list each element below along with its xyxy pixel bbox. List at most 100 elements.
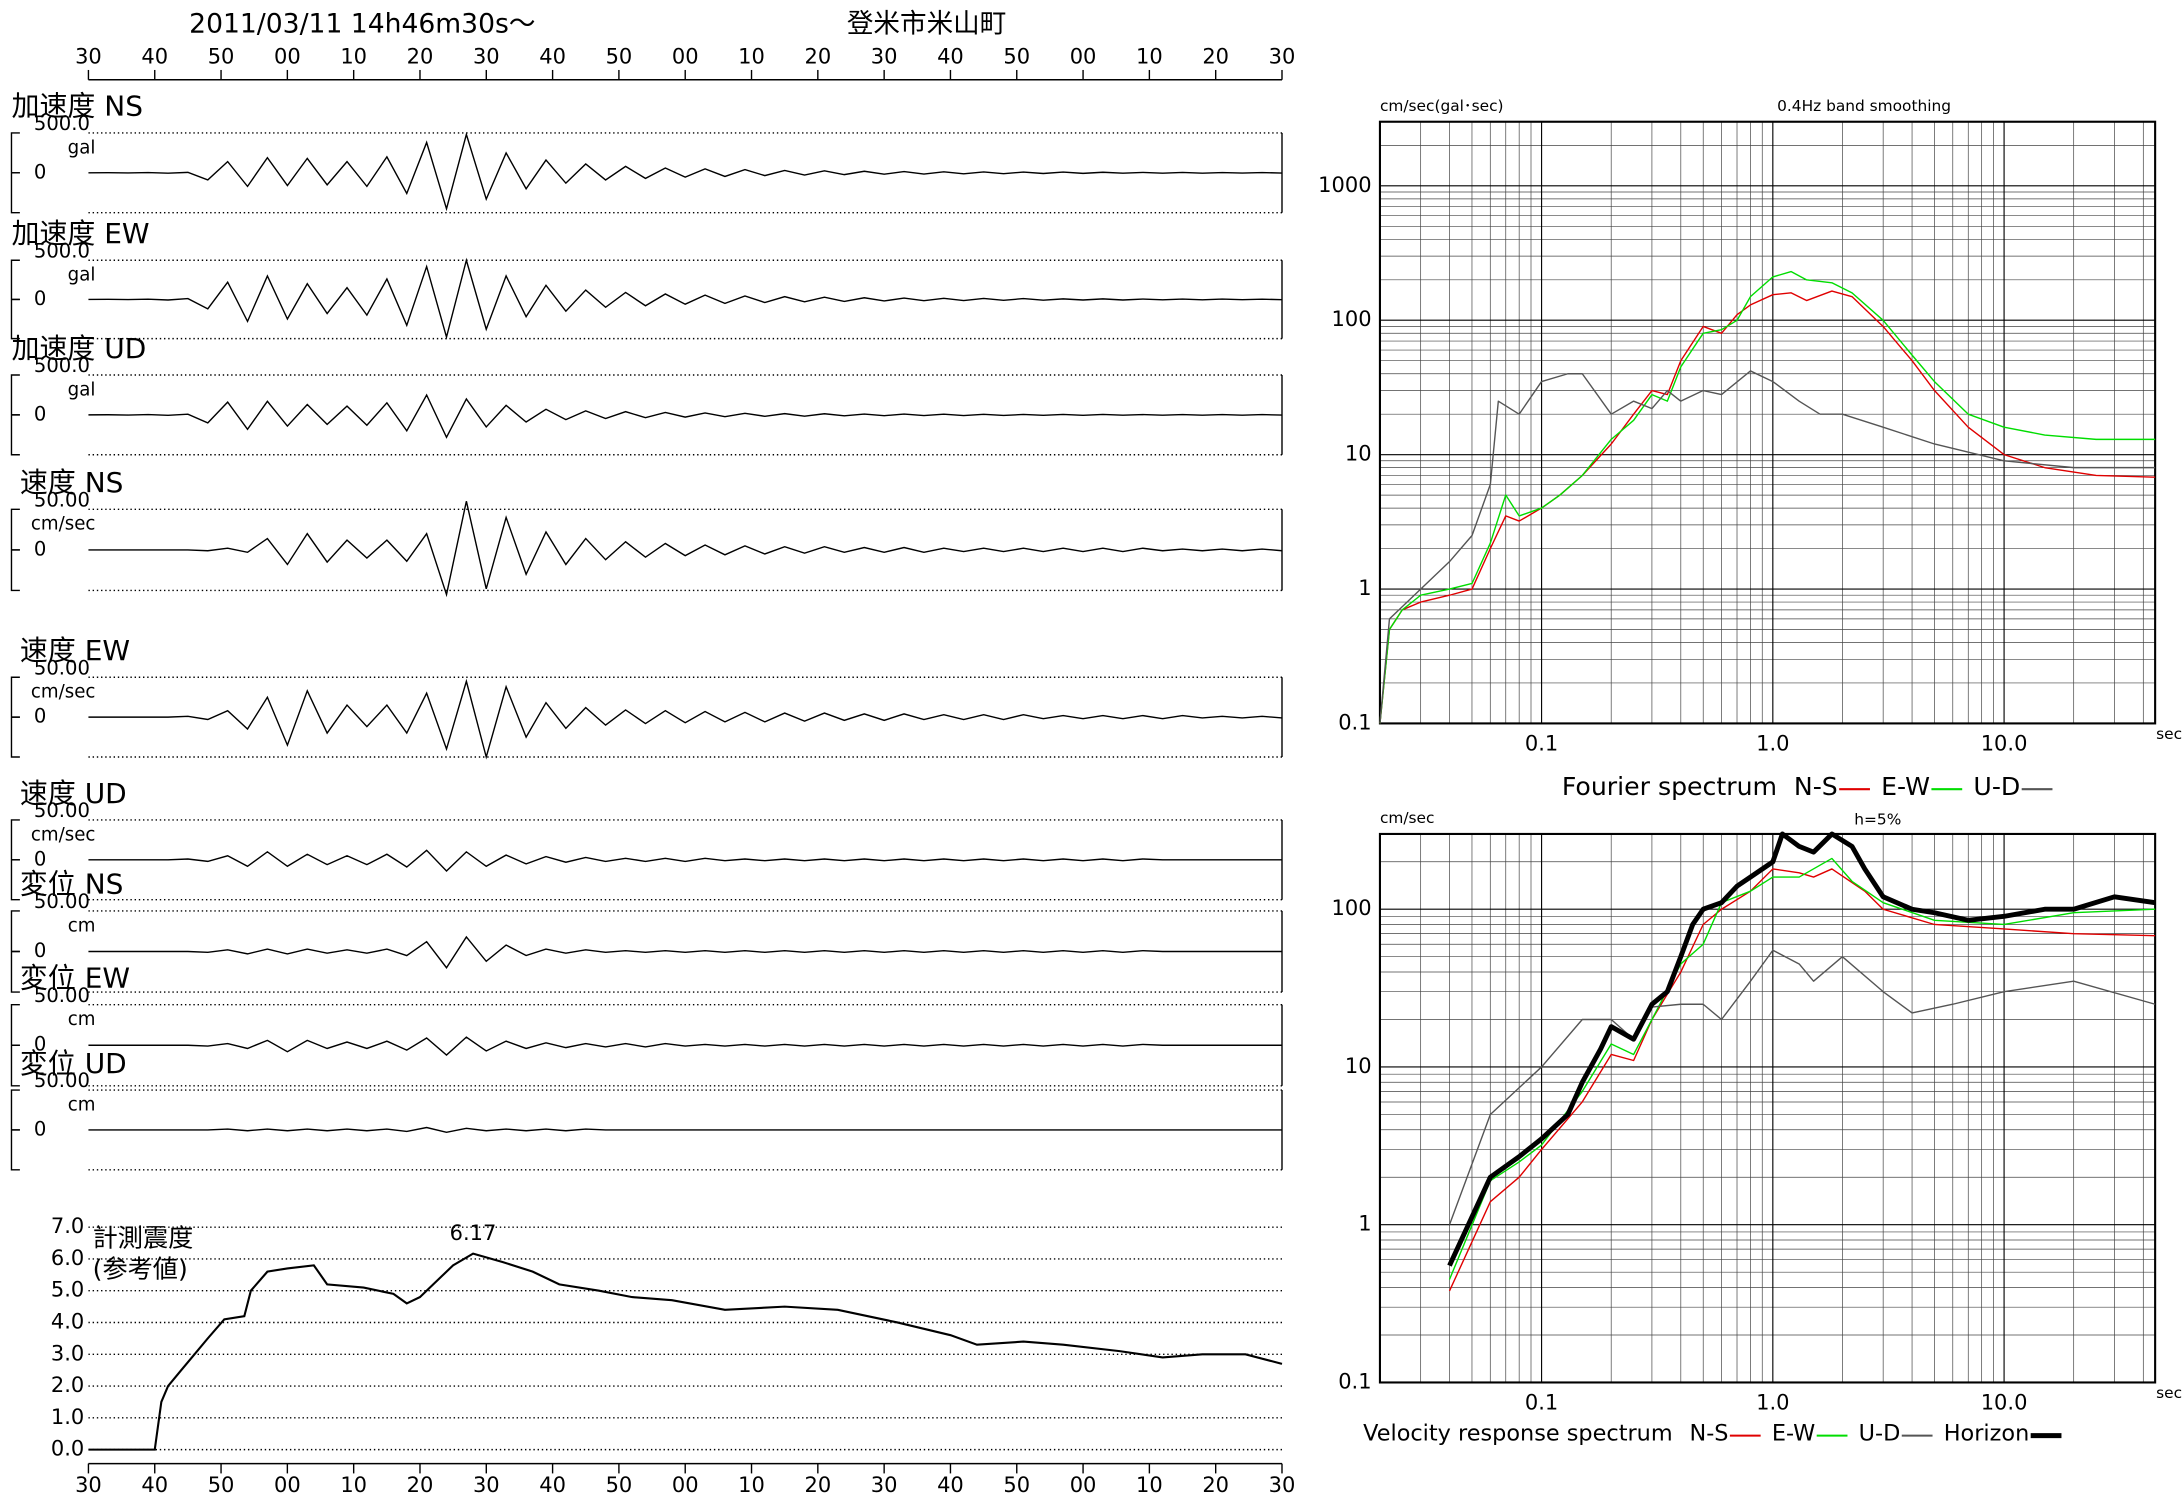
series-line (1448, 868, 2156, 1292)
x-tick-label: 10.0 (1981, 731, 2028, 755)
panel-label: 加速度 NS (11, 90, 142, 123)
y-tick-label: 50.00 (34, 656, 90, 679)
annotation: h=5% (1854, 810, 1901, 828)
x-tick-label: 40 (937, 1473, 964, 1497)
waveform-trace (88, 501, 1283, 598)
y-tick-label: 1 (1358, 1212, 1371, 1236)
x-tick-label: 10 (738, 1473, 765, 1497)
series-line (1379, 290, 2156, 724)
unit-label: gal (68, 137, 96, 158)
x-tick-label: 00 (1070, 1473, 1097, 1497)
y-tick-label: 4.0 (51, 1309, 84, 1333)
y-tick-label: 0 (34, 705, 46, 728)
x-tick-label: 50 (1003, 1473, 1030, 1497)
x-tick-label: 30 (871, 1473, 898, 1497)
x-tick-label: 10 (340, 44, 367, 68)
series-line (1379, 370, 2156, 724)
x-tick-label: 30 (473, 44, 500, 68)
x-tick-label: 1.0 (1756, 1390, 1789, 1414)
y-tick-label: 100 (1332, 307, 1372, 331)
y-tick-label: 500.0 (34, 354, 90, 377)
y-tick-label: 50.00 (34, 984, 90, 1007)
unit-label: gal (68, 265, 96, 286)
x-tick-label: 0.1 (1525, 1390, 1558, 1414)
annotation: 6.17 (450, 1221, 497, 1245)
location: 登米市米山町 (847, 9, 1006, 40)
x-tick-label: 10 (1136, 1473, 1163, 1497)
panel-label: 変位 EW (20, 961, 130, 994)
y-tick-label: 50.00 (34, 799, 90, 822)
legend-label: N-S (1794, 772, 1838, 801)
y-tick-label: 500.0 (34, 239, 90, 262)
x-tick-label: 50 (606, 1473, 633, 1497)
plot-frame (1378, 832, 2157, 1384)
legend-label: Horizon (1944, 1421, 2030, 1447)
x-tick-label: 20 (407, 1473, 434, 1497)
unit-label: cm/sec (31, 824, 96, 845)
chart-subtitle: 0.4Hz band smoothing (1777, 97, 1951, 115)
x-tick-label: 30 (1269, 1473, 1296, 1497)
unit-label: cm/sec (31, 514, 96, 535)
x-tick-label: 30 (75, 44, 102, 68)
legend-label: U-D (1973, 772, 2020, 801)
x-tick-label: 40 (141, 44, 168, 68)
panel-label: 加速度 UD (11, 332, 146, 365)
x-tick-label: 10.0 (1981, 1390, 2028, 1414)
unit-label: cm (68, 1094, 96, 1115)
panel-label: 変位 UD (20, 1047, 127, 1080)
y-tick-label: 10 (1345, 442, 1372, 466)
unit-label: cm/sec (31, 682, 96, 703)
x-tick-label: 40 (141, 1473, 168, 1497)
intensity-line (88, 1252, 1283, 1451)
series-line (1379, 270, 2156, 724)
x-tick-label: 50 (606, 44, 633, 68)
y-tick-label: 0 (34, 1117, 46, 1140)
y-tick-label: 2.0 (51, 1373, 84, 1397)
waveform-trace (88, 1126, 1282, 1133)
legend-title: Fourier spectrum (1562, 772, 1777, 801)
panel-label: 速度 EW (20, 634, 130, 667)
x-tick-label: 0.1 (1525, 731, 1558, 755)
y-tick-label: 0 (34, 847, 46, 870)
plot-frame (1378, 120, 2157, 725)
y-tick-label: 0 (34, 287, 46, 310)
chart-title: 2011/03/11 14h46m30s〜 (189, 9, 535, 40)
x-tick-label: 00 (274, 44, 301, 68)
legend-label: E-W (1772, 1421, 1815, 1447)
x-tick-label: 30 (1269, 44, 1296, 68)
y-tick-label: 50.00 (34, 488, 90, 511)
x-tick-label: 10 (738, 44, 765, 68)
y-tick-label: 0.0 (51, 1437, 84, 1461)
chart-title: 計測震度 (93, 1224, 194, 1253)
x-tick-label: 50 (208, 1473, 235, 1497)
x-tick-label: 20 (407, 44, 434, 68)
y-tick-label: 50.00 (34, 890, 90, 913)
legend-label: E-W (1881, 772, 1930, 801)
waveform-trace (88, 393, 1283, 439)
y-axis-label: cm/sec (1380, 809, 1435, 827)
x-tick-label: 1.0 (1756, 731, 1789, 755)
panel-label: 速度 UD (20, 777, 127, 810)
waveform-trace (88, 131, 1283, 212)
y-tick-label: 0.1 (1338, 710, 1371, 734)
legend-label: U-D (1859, 1421, 1901, 1447)
x-tick-label: 20 (804, 44, 831, 68)
y-tick-label: 0 (34, 939, 46, 962)
y-tick-label: 0 (34, 1033, 46, 1056)
y-tick-label: 1 (1358, 576, 1371, 600)
waveform-trace (88, 849, 1282, 873)
x-tick-label: 00 (672, 1473, 699, 1497)
x-tick-label: 50 (208, 44, 235, 68)
y-tick-label: 0 (34, 402, 46, 425)
y-tick-label: 100 (1332, 896, 1372, 920)
x-tick-label: 40 (539, 44, 566, 68)
y-tick-label: 1000 (1318, 173, 1371, 197)
y-axis-label: cm/sec(gal･sec) (1380, 97, 1504, 115)
x-tick-label: 20 (1202, 1473, 1229, 1497)
unit-label: cm (68, 1009, 96, 1030)
x-tick-label: 30 (75, 1473, 102, 1497)
series-line (1448, 857, 2156, 1280)
x-tick-label: 00 (1070, 44, 1097, 68)
